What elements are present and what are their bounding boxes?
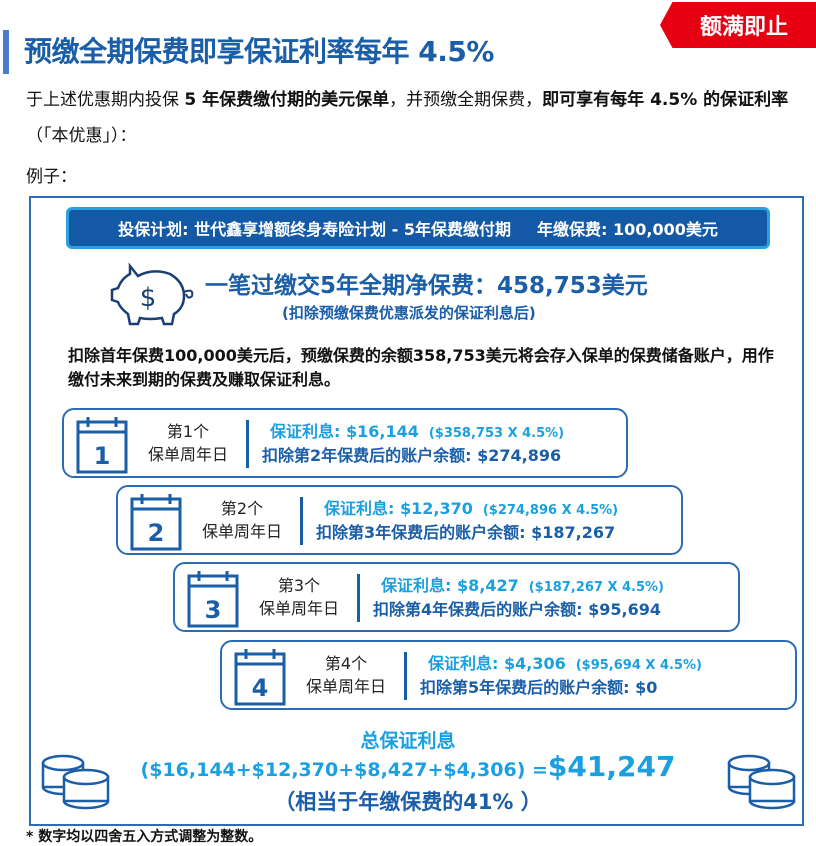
anniversary-card: 2 第2个保单周年日 保证利息: $12,370 ($274,896 X 4.5%… xyxy=(116,485,683,555)
balance-line: 扣除第4年保费后的账户余额: $95,694 xyxy=(373,600,661,619)
divider xyxy=(300,497,303,545)
anniversary-card: 3 第3个保单周年日 保证利息: $8,427 ($187,267 X 4.5%)… xyxy=(173,562,740,632)
anniversary-ordinal: 第4个 xyxy=(324,654,368,673)
calendar-number: 4 xyxy=(252,674,269,702)
divider xyxy=(357,574,360,622)
title-accent-bar xyxy=(3,30,9,74)
calendar-number: 3 xyxy=(205,596,222,624)
interest-amount: 保证利息: $4,306 xyxy=(428,654,566,673)
interest-line: 保证利息: $4,306 ($95,694 X 4.5%) xyxy=(428,650,702,674)
anniversary-suffix: 保单周年日 xyxy=(258,599,339,618)
anniversary-label: 第1个保单周年日 xyxy=(140,420,236,466)
anniversary-ordinal: 第3个 xyxy=(277,576,321,595)
footnote: * 数字均以四舍五入方式调整为整数。 xyxy=(26,829,263,845)
balance-line: 扣除第5年保费后的账户余额: $0 xyxy=(420,678,658,697)
total-interest-sum: ($16,144+$12,370+$8,427+$4,306) = xyxy=(140,759,548,781)
anniversary-label: 第3个保单周年日 xyxy=(251,574,347,620)
net-premium: 一笔过缴交5年全期净保费：458,753美元 xyxy=(205,273,648,299)
anniversary-ordinal: 第2个 xyxy=(220,499,264,518)
total-interest-percent: （相当于年缴保费的41% ） xyxy=(274,790,542,814)
intro-part: （「本优惠」）： xyxy=(26,126,137,146)
reserve-paragraph: 扣除首年保费100,000美元后，预缴保费的余额358,753美元将会存入保单的… xyxy=(68,346,774,389)
coins-icon xyxy=(727,754,796,810)
intro-bold: 5 年保费缴付期的美元保单 xyxy=(184,90,390,110)
anniversary-suffix: 保单周年日 xyxy=(201,522,282,541)
anniversary-card: 1 第1个保单周年日 保证利息: $16,144 ($358,753 X 4.5%… xyxy=(62,408,628,478)
total-interest-label: 总保证利息 xyxy=(360,730,456,752)
anniversary-card: 4 第4个 保单周年日 保证利息: $4,306 ($95,694 X 4.5%) … xyxy=(220,640,797,710)
calendar-icon: 4 xyxy=(234,649,286,706)
net-premium-note: (扣除预缴保费优惠派发的保证利息后) xyxy=(282,304,536,322)
intro-bold: 即可享有每年 4.5% 的保证利率 xyxy=(542,90,789,110)
anniversary-label: 第4个保单周年日 xyxy=(298,652,394,698)
svg-text:$: $ xyxy=(140,283,157,313)
interest-amount: 保证利息: $8,427 xyxy=(381,576,519,595)
balance-line: 扣除第2年保费后的账户余额: $274,896 xyxy=(262,446,562,465)
anniversary-suffix: 保单周年日 xyxy=(147,445,228,464)
interest-line: 保证利息: $12,370 ($274,896 X 4.5%) xyxy=(324,495,618,519)
plan-name: 投保计划: 世代鑫享增额终身寿险计划 - 5年保费缴付期 xyxy=(118,220,512,239)
anniversary-ordinal: 第1个 xyxy=(166,422,210,441)
coins-icon xyxy=(41,754,110,810)
limited-quota-badge: 额满即止 xyxy=(660,2,816,48)
page-title: 预缴全期保费即享保证利率每年 4.5% xyxy=(24,35,494,68)
interest-amount: 保证利息: $16,144 xyxy=(270,422,419,441)
calendar-number: 1 xyxy=(94,442,111,470)
divider xyxy=(246,420,249,468)
anniversary-label: 第2个保单周年日 xyxy=(194,497,290,543)
intro-part: 于上述优惠期内投保 xyxy=(26,90,185,110)
intro-part: ，并预缴全期保费， xyxy=(389,90,543,110)
interest-line: 保证利息: $16,144 ($358,753 X 4.5%) xyxy=(270,418,564,442)
example-frame xyxy=(29,196,804,826)
calendar-number: 2 xyxy=(148,519,165,547)
interest-amount: 保证利息: $12,370 xyxy=(324,499,473,518)
interest-formula: ($358,753 X 4.5%) xyxy=(428,426,565,441)
calendar-icon: 1 xyxy=(76,417,128,474)
calendar-icon: 3 xyxy=(187,571,239,628)
anniversary-suffix: 保单周年日 xyxy=(305,677,386,696)
piggy-bank-icon: $ xyxy=(110,262,194,326)
total-interest-line: ($16,144+$12,370+$8,427+$4,306) =$41,247 xyxy=(0,750,816,783)
interest-formula: ($95,694 X 4.5%) xyxy=(575,658,702,673)
interest-formula: ($187,267 X 4.5%) xyxy=(528,580,664,595)
calendar-icon: 2 xyxy=(130,494,182,551)
balance-line: 扣除第3年保费后的账户余额: $187,267 xyxy=(316,523,616,542)
divider xyxy=(404,652,407,700)
interest-formula: ($274,896 X 4.5%) xyxy=(482,503,619,518)
annual-premium: 年缴保费: 100,000美元 xyxy=(537,220,718,239)
example-label: 例子： xyxy=(26,167,77,187)
total-interest-amount: $41,247 xyxy=(547,750,676,783)
intro-text: 于上述优惠期内投保 5 年保费缴付期的美元保单，并预缴全期保费，即可享有每年 4… xyxy=(26,82,816,154)
plan-banner: 投保计划: 世代鑫享增额终身寿险计划 - 5年保费缴付期 年缴保费: 100,0… xyxy=(66,207,770,249)
interest-line: 保证利息: $8,427 ($187,267 X 4.5%) xyxy=(381,572,664,596)
